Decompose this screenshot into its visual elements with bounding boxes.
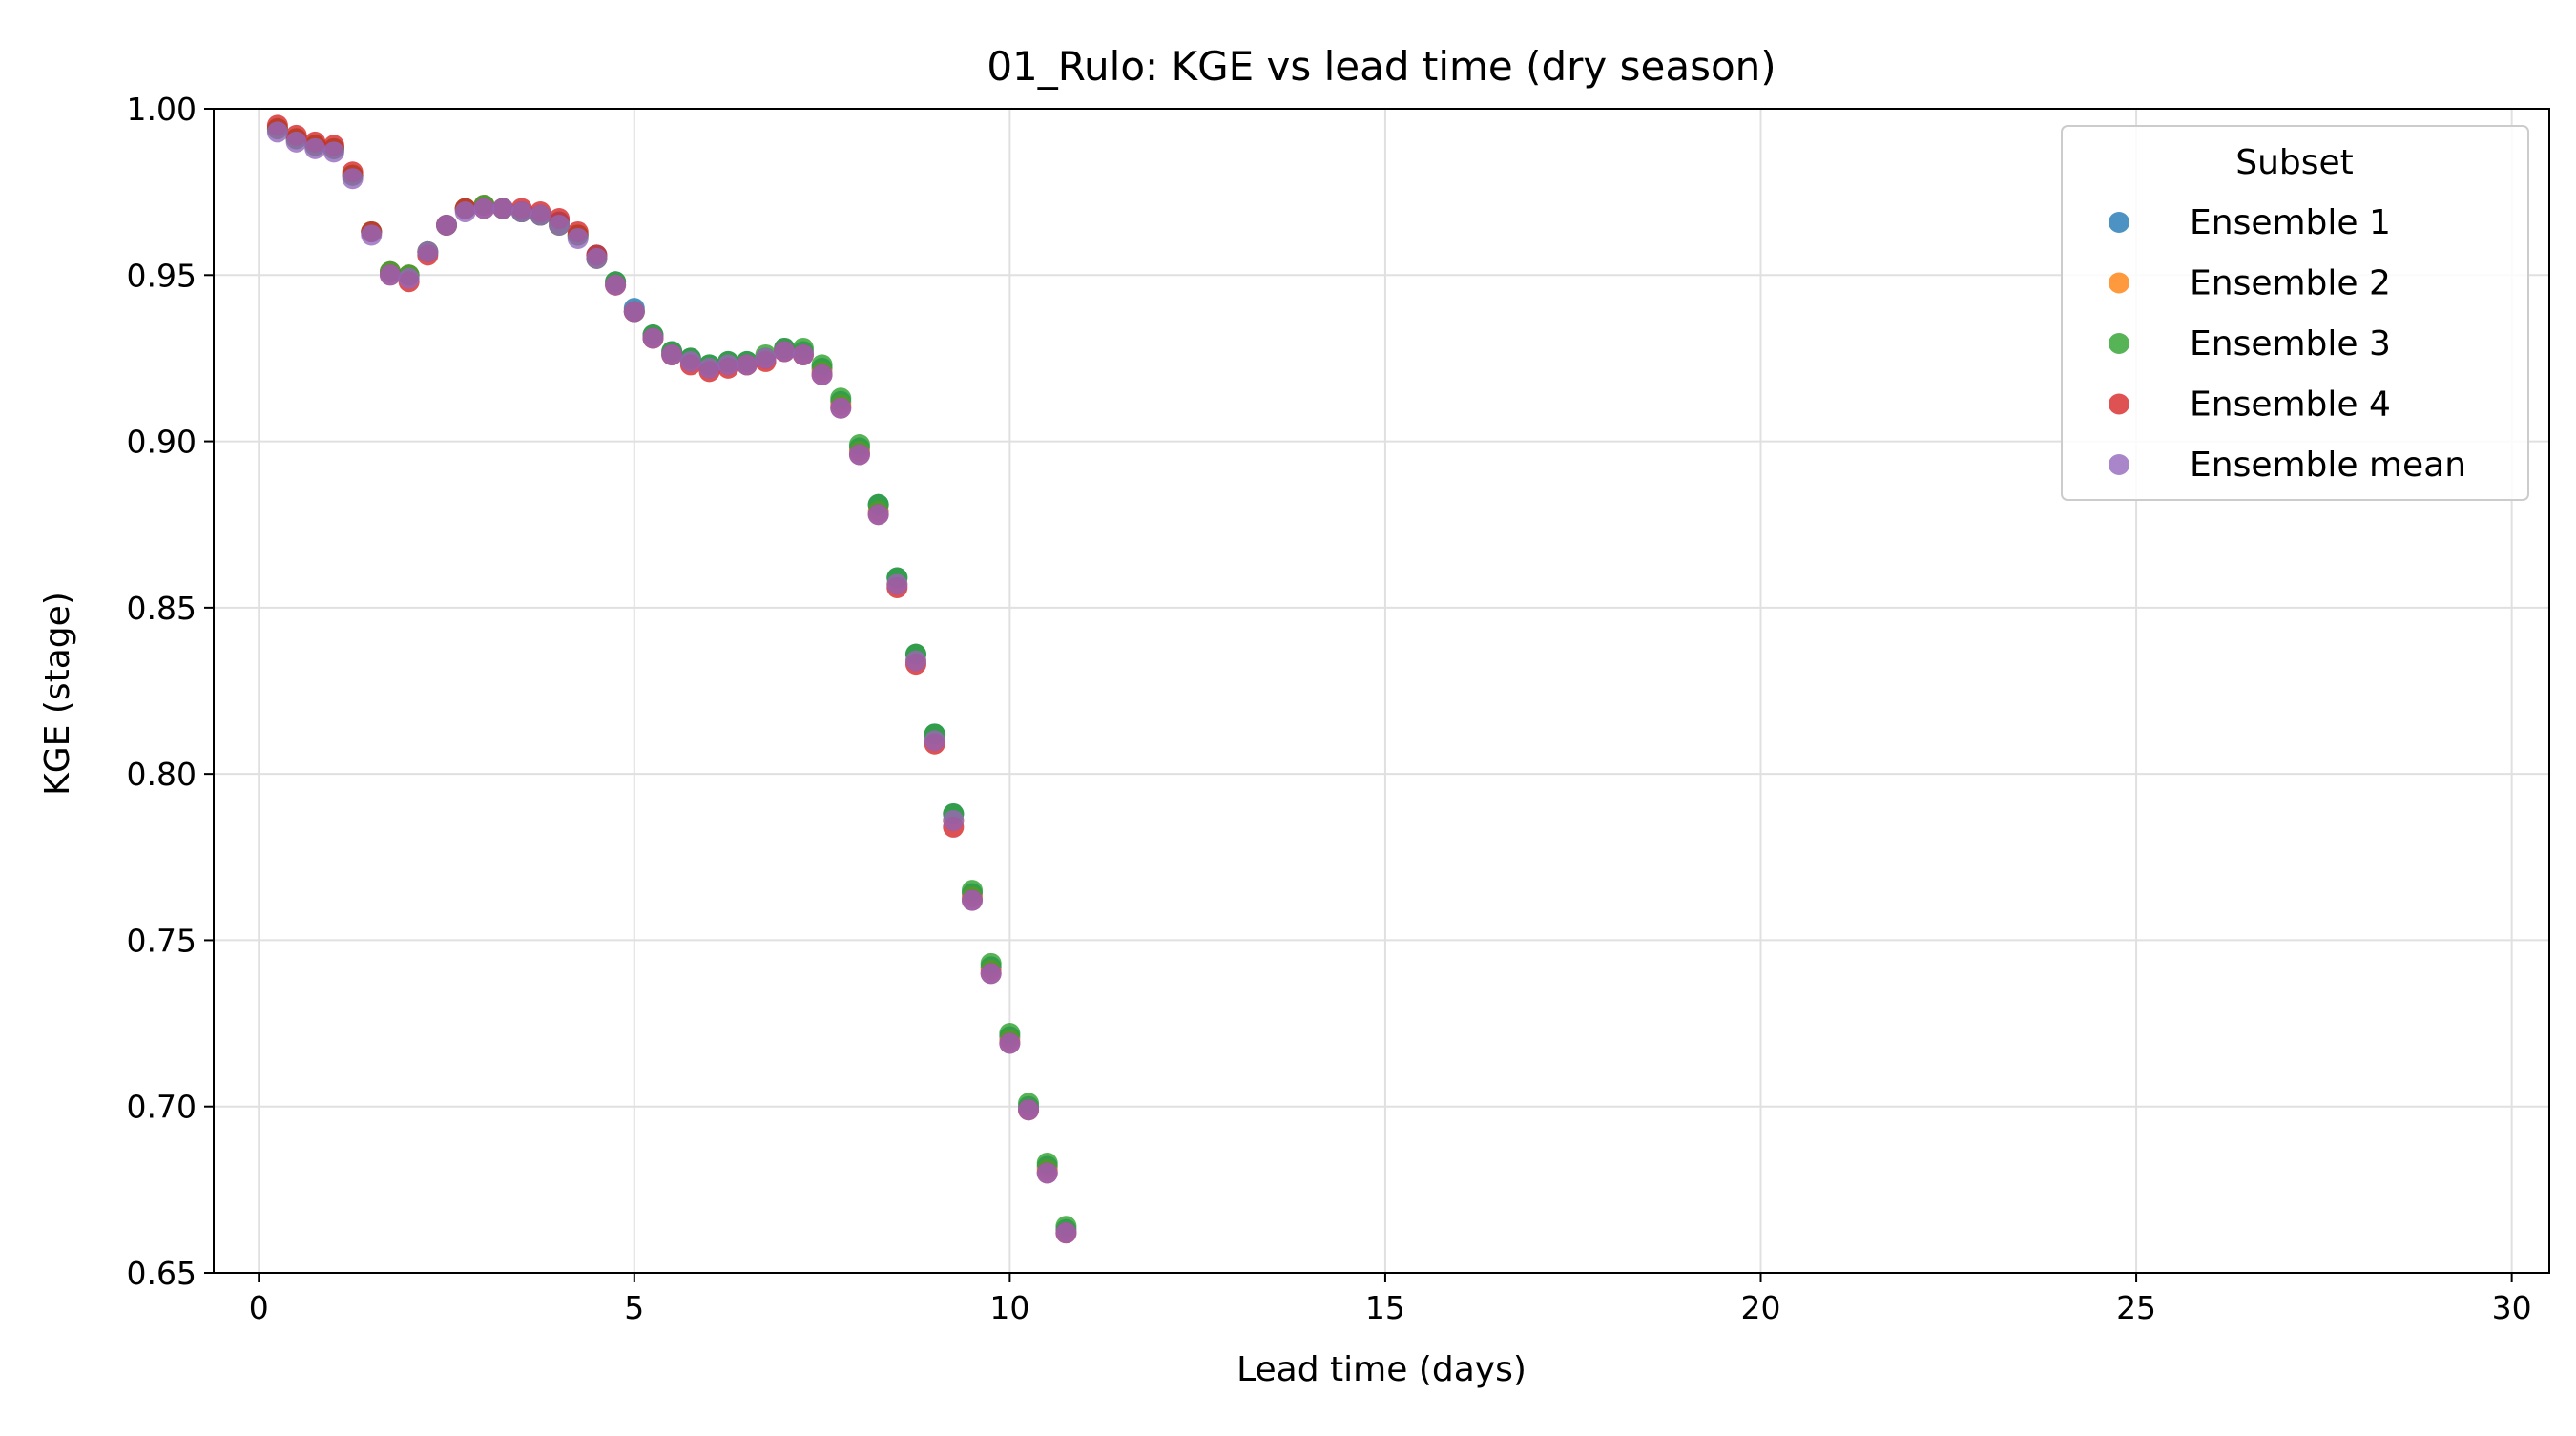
legend-label: Ensemble 3: [2190, 324, 2391, 364]
y-tick-label: 0.70: [127, 1089, 197, 1126]
legend-label: Ensemble 4: [2190, 385, 2391, 425]
legend-marker: [2109, 393, 2129, 415]
data-point: [530, 204, 551, 226]
series-5: [266, 121, 1077, 1244]
y-tick-label: 0.65: [127, 1255, 197, 1292]
data-point: [623, 301, 645, 323]
data-point: [454, 201, 476, 223]
data-point: [605, 274, 627, 296]
data-point: [980, 963, 1002, 985]
x-tick-label: 20: [1741, 1289, 1781, 1326]
legend-label: Ensemble 1: [2190, 203, 2391, 242]
data-point: [266, 121, 288, 143]
data-point: [1055, 1222, 1077, 1244]
data-point: [285, 131, 307, 153]
y-tick-label: 0.85: [127, 590, 197, 627]
data-point: [361, 224, 383, 246]
data-point: [679, 350, 701, 372]
data-point: [924, 730, 945, 752]
data-point: [792, 343, 814, 365]
data-point: [886, 573, 908, 595]
x-tick-label: 15: [1365, 1289, 1405, 1326]
data-point: [698, 357, 720, 379]
data-point: [774, 341, 796, 363]
data-point: [736, 354, 758, 376]
plot-area-frame: [213, 108, 2550, 1274]
data-point: [755, 347, 777, 369]
x-tick-label: 5: [624, 1289, 644, 1326]
data-point: [830, 397, 852, 419]
y-tick-label: 0.80: [127, 756, 197, 793]
y-axis-label: KGE (stage): [38, 592, 77, 796]
data-points: [266, 114, 1077, 1244]
legend-marker: [2109, 333, 2129, 354]
legend-title: Subset: [2235, 143, 2354, 182]
chart-title: 01_Rulo: KGE vs lead time (dry season): [987, 43, 1776, 90]
legend-marker: [2109, 454, 2129, 475]
legend-label: Ensemble 2: [2190, 264, 2391, 303]
legend-box: [2061, 125, 2529, 501]
data-point: [549, 215, 571, 236]
data-point: [567, 227, 589, 249]
data-point: [304, 137, 326, 159]
data-point: [848, 444, 870, 466]
data-point: [642, 327, 664, 349]
legend-marker: [2109, 212, 2129, 233]
data-point: [999, 1032, 1021, 1054]
data-point: [417, 240, 439, 262]
data-point: [322, 141, 344, 163]
data-point: [717, 354, 739, 376]
data-point: [962, 889, 984, 911]
axis-ticks: 0 5 10 15 20 25 30 0.65 0.70 0.75 0.80 0.85 0.90 0.95…: [127, 91, 2532, 1326]
legend-label: Ensemble mean: [2190, 446, 2466, 485]
data-point: [510, 201, 532, 223]
x-tick-label: 0: [249, 1289, 269, 1326]
data-point: [492, 198, 514, 219]
data-point: [943, 809, 965, 831]
y-tick-label: 0.75: [127, 922, 197, 959]
y-tick-label: 0.90: [127, 424, 197, 461]
data-point: [661, 343, 683, 365]
data-point: [398, 267, 420, 289]
data-point: [379, 264, 401, 286]
data-point: [1036, 1162, 1058, 1184]
x-tick-label: 25: [2116, 1289, 2156, 1326]
data-point: [1018, 1099, 1040, 1121]
x-axis-label: Lead time (days): [1236, 1350, 1527, 1389]
data-point: [811, 364, 833, 385]
legend-items: Ensemble 1 Ensemble 2 Ensemble 3 Ensemble 4…: [2109, 203, 2466, 485]
x-tick-label: 30: [2492, 1289, 2532, 1326]
legend-marker: [2109, 272, 2129, 294]
data-point: [867, 504, 889, 526]
x-tick-label: 10: [989, 1289, 1029, 1326]
data-point: [473, 198, 495, 219]
data-point: [436, 215, 458, 236]
data-point: [342, 168, 364, 190]
y-tick-label: 0.95: [127, 257, 197, 294]
y-tick-label: 1.00: [127, 91, 197, 128]
data-point: [904, 650, 926, 672]
data-point: [586, 247, 608, 269]
